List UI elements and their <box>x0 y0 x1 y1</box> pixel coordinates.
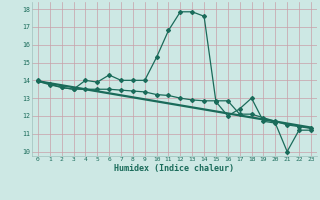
X-axis label: Humidex (Indice chaleur): Humidex (Indice chaleur) <box>115 164 234 173</box>
